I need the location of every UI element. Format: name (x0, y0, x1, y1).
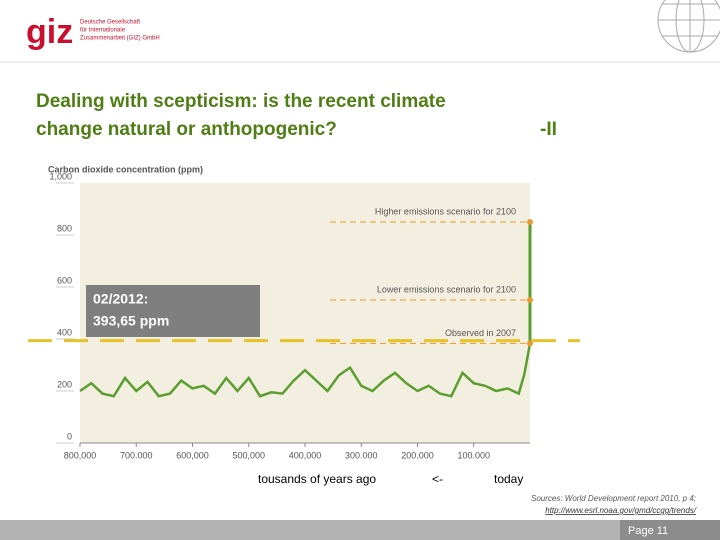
scenario-point (527, 297, 533, 303)
title-suffix: -II (540, 119, 557, 140)
scenario-point (527, 340, 533, 347)
y-tick-label: 800 (57, 223, 72, 233)
x-caption: tousands of years ago (258, 472, 376, 486)
reference-label: 393,65 ppm (93, 313, 169, 329)
x-tick-label: 200.000 (401, 450, 434, 460)
globe (657, 0, 720, 53)
reference-label: 02/2012: (93, 291, 148, 307)
y-tick-label: 600 (57, 275, 72, 285)
logo-mark: giz (26, 13, 73, 51)
y-tick-label: 200 (57, 379, 72, 389)
today: today (494, 472, 523, 486)
x-tick-label: 800,000 (64, 450, 97, 460)
y-axis-label: Carbon dioxide concentration (ppm) (48, 164, 203, 174)
reference-box (86, 285, 260, 337)
arrow: <- (432, 472, 443, 486)
logo-line: Deutsche Gesellschaft (80, 20, 140, 26)
annotation: Observed in 2007 (445, 328, 516, 338)
title: change natural or anthopogenic? (36, 119, 337, 140)
source-link: http://www.esrl.noaa.gov/gmd/ccgg/trends… (545, 506, 697, 515)
x-tick-label: 100.000 (457, 450, 490, 460)
annotation: Higher emissions scenario for 2100 (375, 206, 516, 216)
page-number: Page 11 (628, 525, 668, 537)
annotation: Lower emissions scenario for 2100 (377, 284, 516, 294)
y-tick-label: 0 (67, 431, 72, 441)
data-line (79, 343, 532, 398)
source: Sources: World Development report 2010, … (531, 494, 696, 503)
footer-bar (0, 520, 720, 540)
scenario-point (527, 219, 533, 225)
x-tick-label: 600,000 (176, 450, 209, 460)
y-tick-label: 1,000 (49, 171, 72, 181)
x-tick-label: 500,000 (232, 450, 265, 460)
x-tick-label: 700.000 (120, 450, 153, 460)
x-tick-label: 300.000 (345, 450, 378, 460)
page-box (620, 520, 720, 540)
logo-line: Zusammenarbeit (GIZ) GmbH (80, 36, 160, 42)
x-tick-label: 400,000 (289, 450, 322, 460)
title: Dealing with scepticism: is the recent c… (36, 91, 446, 112)
logo-line: für Internationale (80, 28, 126, 34)
y-tick-label: 400 (57, 327, 72, 337)
